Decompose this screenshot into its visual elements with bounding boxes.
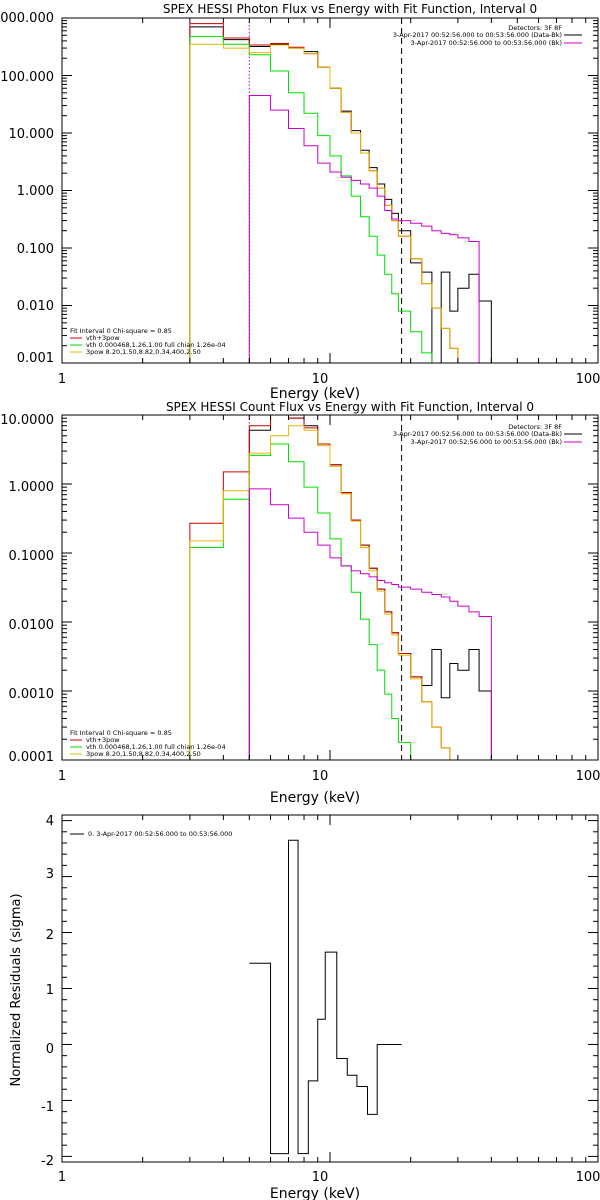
residuals-legend-entry: 0. 3-Apr-2017 00:52:56.000 to 00:53:56.0…: [88, 830, 232, 838]
count-xtick-label: 1: [58, 769, 66, 784]
residuals-legend: 0. 3-Apr-2017 00:52:56.000 to 00:53:56.0…: [70, 830, 232, 838]
photon-legend: Detectors: 3F 8F 3-Apr-2017 00:52:56.000…: [393, 24, 582, 47]
photon-fit-label: Fit Interval 0 Chi-square = 0.85: [70, 327, 172, 335]
photon-xtick-label: 1: [58, 372, 66, 387]
count-legend-entry-bk: 3-Apr-2017 00:52:56.000 to 00:53:56.000 …: [411, 438, 562, 446]
count-fit-label: Fit Interval 0 Chi-square = 0.85: [70, 729, 172, 737]
photon-legend-entry-data: 3-Apr-2017 00:52:56.000 to 00:53:56.000 …: [393, 31, 562, 39]
count-fit-label: 3pow 8.20,1.50,8.82,0.34,400,2.50: [86, 750, 201, 758]
photon-ytick-label: 1.000: [17, 184, 54, 199]
count-series-3pow: [189, 425, 451, 760]
count-ytick-label: 0.0010: [9, 687, 55, 702]
residuals-xtick-label: 100: [576, 1170, 600, 1185]
photon-xtick-label: 100: [576, 372, 600, 387]
residuals-tick-marks: [61, 815, 599, 1162]
photon-series-traces: [189, 18, 492, 364]
photon-legend-entry-bk: 3-Apr-2017 00:52:56.000 to 00:53:56.000 …: [411, 39, 562, 47]
photon-ytick-label: 0.001: [17, 351, 54, 366]
photon-fit-label: 3pow 8.20,1.50,8.82,0.34,400,2.50: [86, 348, 201, 356]
photon-ytick-label: 0.100: [17, 242, 54, 257]
count-ytick-label: 1.0000: [9, 480, 55, 495]
count-legend-entry-data: 3-Apr-2017 00:52:56.000 to 00:53:56.000 …: [393, 430, 562, 438]
residuals-plot-frame: [61, 814, 599, 1163]
residuals-series-residual: [249, 839, 402, 1155]
residuals-ytick-label: -1: [41, 1100, 54, 1115]
count-fit-label: vth+3pow: [86, 736, 120, 744]
residuals-ytick-label: 3: [46, 867, 54, 882]
photon-series-vth: [189, 35, 433, 363]
residuals-xtick-label: 10: [312, 1170, 329, 1185]
residuals-ytick-label: -2: [41, 1154, 54, 1169]
photon-flux-panel: SPEX HESSI Photon Flux vs Energy with Fi…: [0, 2, 600, 402]
count-series-traces: [189, 414, 492, 761]
residuals-ytick-label: 2: [46, 928, 54, 943]
count-legend: Detectors: 3F 8F 3-Apr-2017 00:52:56.000…: [393, 423, 582, 446]
photon-series-bk: [248, 94, 480, 363]
photon-fit-label: vth 0.000468,1.26,1.00 full chian 1.26e-…: [86, 341, 226, 349]
residuals-series-traces: [249, 839, 402, 1155]
count-x-axis-title: Energy (keV): [270, 790, 360, 806]
residuals-panel: 4 3 2 1 0 -1 -2 1 10 100 Energy (keV) No…: [9, 814, 600, 1200]
residuals-y-axis-title: Normalized Residuals (sigma): [9, 893, 24, 1086]
residuals-x-axis-title: Energy (keV): [270, 1186, 360, 1200]
photon-ytick-label: 1000.000: [0, 11, 54, 26]
photon-ytick-label: 0.010: [17, 299, 54, 314]
count-ytick-label: 0.0100: [9, 618, 55, 633]
photon-legend-header: Detectors: 3F 8F: [508, 24, 562, 32]
count-series-bk: [248, 488, 492, 760]
residuals-ytick-label: 0: [46, 1042, 54, 1057]
photon-ytick-label: 100.000: [0, 70, 54, 85]
count-fit-labels: Fit Interval 0 Chi-square = 0.85 vth+3po…: [70, 729, 226, 758]
count-chart-title: SPEX HESSI Count Flux vs Energy with Fit…: [166, 400, 534, 414]
photon-fit-labels: Fit Interval 0 Chi-square = 0.85 vth+3po…: [70, 327, 226, 356]
count-flux-panel: SPEX HESSI Count Flux vs Energy with Fit…: [0, 400, 600, 806]
count-xtick-label: 100: [576, 769, 600, 784]
count-tick-marks: [61, 414, 599, 761]
photon-series-vth-3pow: [189, 23, 469, 364]
count-fit-label: vth 0.000468,1.26,1.00 full chian 1.26e-…: [86, 743, 226, 751]
residuals-xtick-label: 1: [58, 1170, 66, 1185]
count-legend-header: Detectors: 3F 8F: [508, 423, 562, 431]
photon-xtick-label: 10: [312, 372, 329, 387]
count-ytick-label: 10.0000: [0, 413, 54, 428]
photon-ytick-label: 10.000: [9, 127, 55, 142]
count-ytick-label: 0.0001: [9, 750, 55, 765]
residuals-ytick-label: 1: [46, 983, 54, 998]
photon-tick-marks: [61, 17, 599, 364]
count-series-data-bk: [248, 414, 492, 760]
residuals-ytick-label: 4: [46, 814, 54, 829]
photon-series-3pow: [189, 43, 469, 364]
count-series-vth: [189, 443, 422, 761]
photon-x-axis-title: Energy (keV): [270, 386, 360, 402]
photon-series-data-bk: [189, 26, 492, 363]
count-xtick-label: 10: [312, 769, 329, 784]
count-ytick-label: 0.1000: [9, 549, 55, 564]
photon-chart-title: SPEX HESSI Photon Flux vs Energy with Fi…: [163, 2, 537, 16]
photon-fit-label: vth+3pow: [86, 334, 120, 342]
